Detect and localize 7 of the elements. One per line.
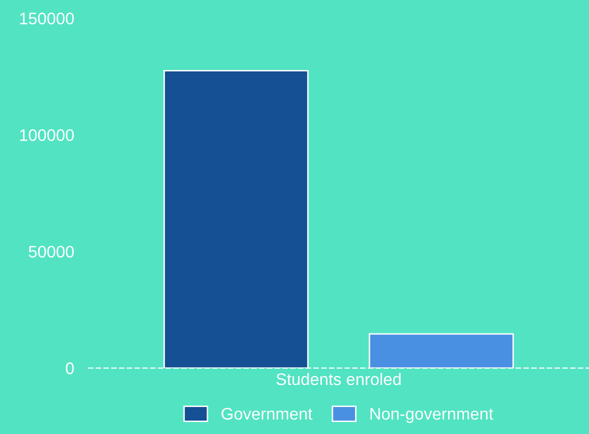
y-tick-label: 50000 bbox=[28, 246, 74, 258]
legend-label: Non-government bbox=[370, 408, 494, 423]
y-tick-label: 0 bbox=[66, 362, 74, 374]
legend-label: Government bbox=[222, 408, 312, 420]
y-tick-label: 150000 bbox=[20, 12, 74, 24]
x-tick-label: Students enroled bbox=[276, 372, 401, 386]
y-tick-label: 100000 bbox=[20, 129, 74, 142]
